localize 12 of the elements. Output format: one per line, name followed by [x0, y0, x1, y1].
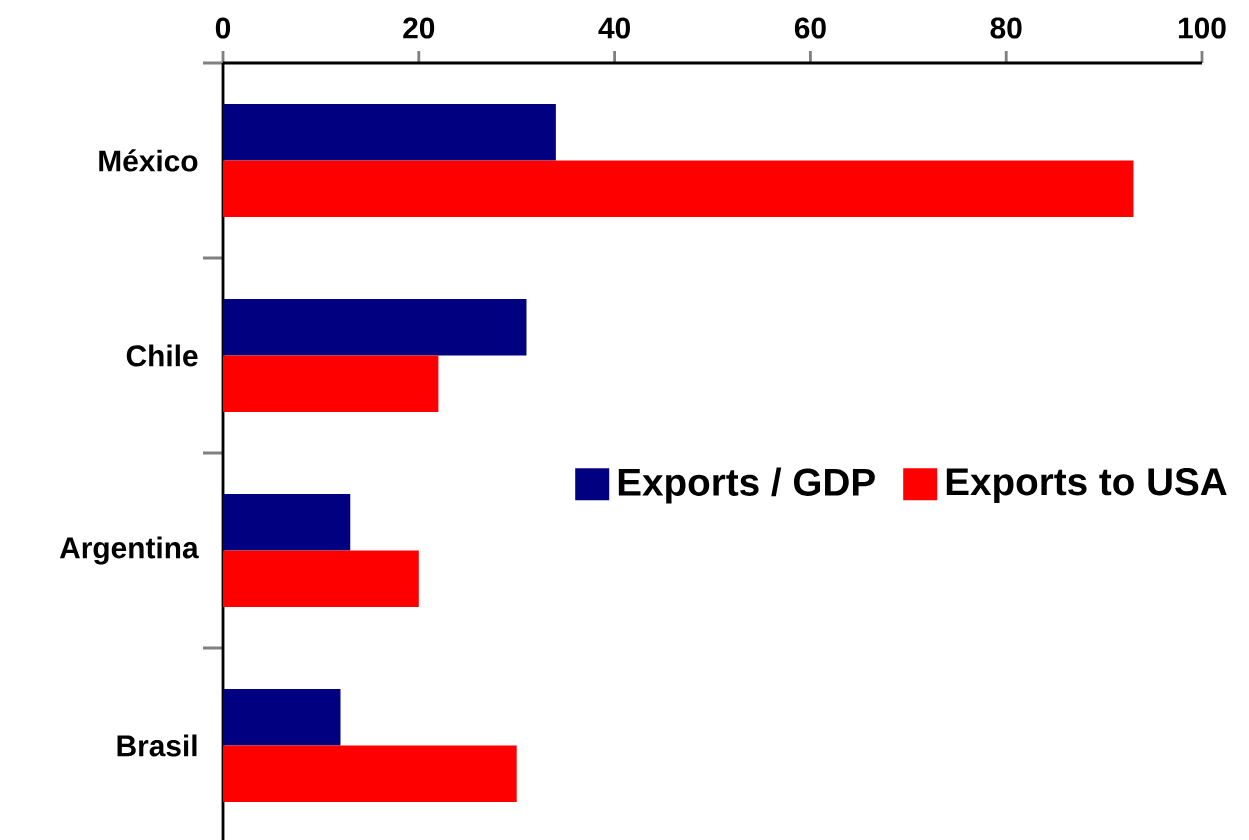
y-tick-label: México	[99, 149, 198, 172]
x-tick-label: 0	[215, 17, 231, 39]
x-tick-label: 40	[598, 17, 630, 39]
legend-label: Exports / GDP	[618, 467, 875, 504]
x-tick-label: 80	[990, 17, 1022, 39]
legend-label: Exports to USA	[946, 468, 1227, 504]
y-tick-label: Chile	[126, 344, 198, 367]
x-tick-label: 100	[1178, 17, 1226, 39]
x-tick-label: 60	[794, 17, 826, 39]
y-tick-label: Argentina	[59, 536, 199, 565]
y-tick-label: Brasil	[117, 734, 197, 757]
x-tick-label: 20	[403, 17, 435, 39]
